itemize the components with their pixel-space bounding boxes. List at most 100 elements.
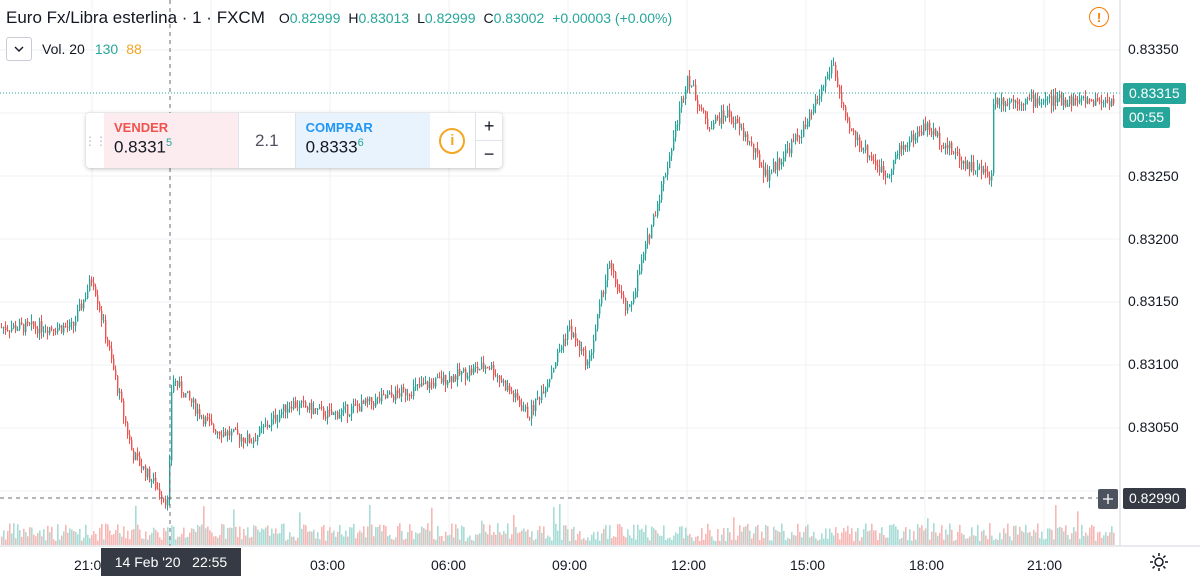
sell-label: VENDER bbox=[114, 120, 169, 135]
volume-bar bbox=[295, 540, 297, 545]
candle-body bbox=[707, 118, 709, 129]
volume-bar bbox=[249, 537, 251, 545]
candle-body bbox=[323, 407, 325, 417]
volume-bar bbox=[891, 525, 893, 545]
symbol-title[interactable]: Euro Fx/Libra esterlina · 1 · FXCM bbox=[6, 8, 265, 27]
candle-body bbox=[7, 329, 9, 331]
candle-body bbox=[481, 362, 483, 369]
volume-bar bbox=[977, 524, 979, 545]
volume-bar bbox=[971, 527, 973, 545]
increase-button[interactable]: + bbox=[483, 116, 495, 136]
candle-body bbox=[575, 333, 577, 342]
volume-bar bbox=[395, 537, 397, 545]
candle-body bbox=[673, 137, 675, 150]
candle-body bbox=[1049, 96, 1051, 98]
volume-bar bbox=[1071, 533, 1073, 545]
candle-body bbox=[261, 426, 263, 428]
volume-bar bbox=[117, 524, 119, 545]
add-order-button[interactable] bbox=[1098, 489, 1118, 509]
volume-bar bbox=[185, 537, 187, 545]
time-axis[interactable]: 21:0 03:00 06:00 09:00 12:00 15:00 18:00… bbox=[74, 557, 1062, 573]
candle-body bbox=[897, 153, 899, 156]
volume-bar bbox=[557, 530, 559, 545]
gear-icon[interactable] bbox=[1148, 551, 1170, 573]
candle-body bbox=[963, 160, 965, 164]
volume-bar bbox=[823, 538, 825, 545]
volume-bar bbox=[409, 524, 411, 545]
volume-bar bbox=[387, 536, 389, 545]
candle-body bbox=[921, 131, 923, 135]
candle-body bbox=[797, 134, 799, 137]
volume-bar bbox=[817, 540, 819, 545]
candle-body bbox=[535, 398, 537, 411]
volume-bar bbox=[1001, 539, 1003, 545]
volume-bar bbox=[385, 526, 387, 545]
candle-body bbox=[349, 414, 351, 416]
decrease-button[interactable]: − bbox=[476, 140, 502, 168]
volume-bar bbox=[555, 523, 557, 545]
candle-body bbox=[677, 124, 679, 126]
candle-body bbox=[1073, 98, 1075, 106]
candle-body bbox=[701, 107, 703, 111]
candle-body bbox=[869, 155, 871, 158]
volume-bar bbox=[831, 532, 833, 545]
candle-body bbox=[759, 153, 761, 167]
volume-bar bbox=[9, 523, 11, 545]
quantity-stepper[interactable]: + − bbox=[475, 113, 502, 168]
candle-body bbox=[1021, 104, 1023, 106]
buy-price: 0.83336 bbox=[305, 137, 364, 157]
candle-body bbox=[399, 392, 401, 397]
volume-bar bbox=[429, 530, 431, 545]
exclamation-circle-icon[interactable]: ! bbox=[1089, 7, 1109, 27]
volume-bar bbox=[747, 523, 749, 545]
info-button[interactable]: i bbox=[430, 113, 476, 168]
volume-bar bbox=[1083, 535, 1085, 545]
candle-body bbox=[343, 406, 345, 410]
volume-label: Vol. 20 bbox=[42, 41, 85, 57]
collapse-button[interactable] bbox=[6, 37, 32, 61]
candle-body bbox=[679, 107, 681, 125]
candle-body bbox=[253, 440, 255, 444]
candle-body bbox=[651, 225, 653, 239]
candle-body bbox=[519, 399, 521, 406]
volume-bar bbox=[1109, 532, 1111, 545]
volume-bar bbox=[759, 540, 761, 545]
candle-body bbox=[317, 408, 319, 410]
candle-body bbox=[959, 153, 961, 161]
candle-body bbox=[773, 162, 775, 173]
candle-body bbox=[603, 291, 605, 294]
candle-body bbox=[1085, 96, 1087, 104]
volume-bar bbox=[629, 535, 631, 545]
volume-bar bbox=[365, 537, 367, 545]
candle-body bbox=[847, 116, 849, 122]
volume-bar bbox=[1079, 538, 1081, 545]
volume-bar bbox=[633, 524, 635, 545]
volume-bar bbox=[523, 528, 525, 545]
candle-body bbox=[953, 152, 955, 154]
volume-legend[interactable]: Vol. 20 130 88 bbox=[6, 37, 142, 61]
volume-bar bbox=[755, 526, 757, 545]
sell-button[interactable]: VENDER 0.83315 bbox=[104, 113, 239, 168]
trade-panel[interactable]: ⋮⋮ VENDER 0.83315 2.1 COMPRAR 0.83336 i … bbox=[84, 113, 502, 168]
volume-bar bbox=[137, 524, 139, 545]
volume-bar bbox=[545, 538, 547, 545]
volume-bar bbox=[489, 524, 491, 545]
volume-bar bbox=[143, 538, 145, 545]
buy-button[interactable]: COMPRAR 0.83336 bbox=[295, 113, 430, 168]
candle-body bbox=[747, 134, 749, 143]
candle-body bbox=[781, 161, 783, 165]
candle-body bbox=[1017, 100, 1019, 105]
candle-body bbox=[215, 430, 217, 434]
candle-body bbox=[313, 408, 315, 414]
symbol-legend[interactable]: Euro Fx/Libra esterlina · 1 · FXCM O 0.8… bbox=[6, 6, 678, 30]
volume-bar bbox=[1059, 526, 1061, 545]
candle-body bbox=[303, 400, 305, 402]
candle-body bbox=[109, 345, 111, 349]
volume-bar bbox=[463, 526, 465, 545]
drag-handle-icon[interactable]: ⋮⋮ bbox=[84, 133, 107, 148]
volume-bar bbox=[951, 529, 953, 545]
candle-body bbox=[1051, 96, 1053, 106]
candle-body bbox=[51, 327, 53, 330]
price-axis[interactable]: 0.83350 0. 0.83250 0.83200 0.83150 0.831… bbox=[1128, 41, 1179, 435]
